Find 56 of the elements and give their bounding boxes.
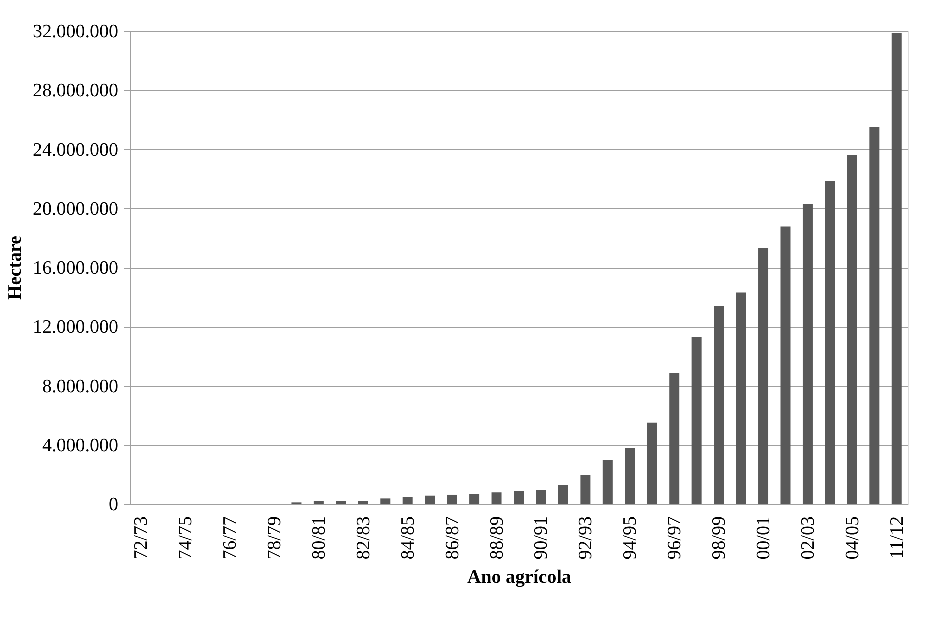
bar (358, 501, 368, 504)
bar (647, 422, 658, 504)
bar (802, 204, 813, 504)
x-tick-label: 00/01 (754, 516, 775, 560)
x-tick-label: 76/77 (220, 516, 242, 560)
bar (870, 127, 880, 504)
bar (602, 460, 613, 504)
x-tick-label: 82/83 (353, 516, 374, 560)
bar (847, 155, 858, 504)
bar (447, 494, 458, 504)
x-tick-label: 74/75 (176, 516, 197, 560)
bar (714, 306, 724, 504)
bar (336, 501, 346, 504)
bar (314, 501, 324, 504)
bar (580, 475, 591, 504)
y-tick-label: 24.000.000 (33, 140, 118, 161)
x-tick-label: 86/87 (442, 516, 464, 560)
bar (514, 491, 524, 504)
x-tick-label: 84/85 (398, 516, 419, 560)
x-tick-label: 94/95 (620, 516, 642, 560)
bar (425, 496, 436, 504)
bar (492, 492, 502, 504)
x-tick-label: 11/12 (886, 516, 908, 560)
x-tick-label: 88/89 (486, 516, 508, 560)
bar (692, 337, 702, 504)
y-tick-label: 12.000.000 (33, 317, 118, 338)
y-tick-label: 20.000.000 (33, 198, 118, 220)
x-tick-label: 96/97 (664, 516, 686, 560)
bar (780, 226, 791, 504)
y-tick-label: 28.000.000 (33, 80, 118, 102)
y-tick-label: 32.000.000 (33, 22, 118, 42)
bar (380, 498, 391, 504)
x-tick-label: 04/05 (842, 516, 864, 560)
bar (736, 292, 746, 504)
y-tick-label: 4.000.000 (42, 435, 118, 456)
x-tick-label: 98/99 (709, 516, 730, 560)
y-tick-label: 0 (109, 494, 118, 516)
bar (625, 448, 636, 504)
x-axis-title: Ano agrícola (468, 566, 572, 588)
x-tick-label: 02/03 (798, 516, 819, 560)
y-axis-title: Hectare (5, 236, 26, 300)
bar (558, 485, 568, 504)
x-tick-label: 80/81 (308, 516, 330, 560)
x-tick-label: 90/91 (531, 516, 552, 560)
y-tick-label: 8.000.000 (42, 376, 118, 398)
bar (470, 494, 480, 504)
y-tick-label: 16.000.000 (33, 258, 118, 279)
bar (536, 490, 546, 504)
bar (670, 373, 680, 504)
bar (825, 181, 836, 504)
bar (892, 33, 902, 504)
x-tick-label: 92/93 (576, 516, 597, 560)
bar (758, 248, 769, 504)
bar (402, 497, 413, 504)
x-tick-label: 72/73 (131, 516, 152, 560)
x-tick-label: 78/79 (264, 516, 286, 560)
